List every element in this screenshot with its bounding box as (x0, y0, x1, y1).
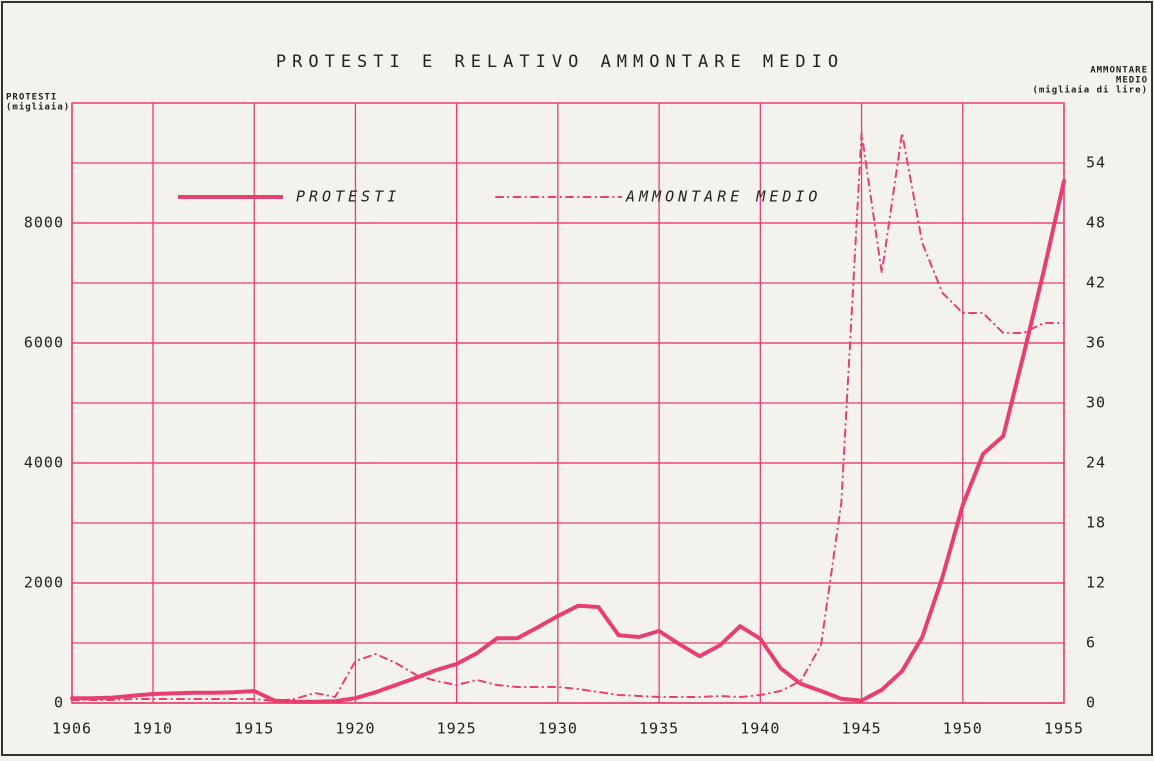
chart-title: PROTESTI E RELATIVO AMMONTARE MEDIO (276, 52, 844, 72)
y2-tick-label: 36 (1086, 334, 1106, 352)
x-tick-label: 1910 (133, 720, 173, 738)
x-tick-label: 1930 (538, 720, 578, 738)
y2-tick-label: 48 (1086, 214, 1106, 232)
x-tick-label: 1935 (639, 720, 679, 738)
y-tick-label: 6000 (24, 334, 64, 352)
y-tick-label: 4000 (24, 454, 64, 472)
legend-label: AMMONTARE MEDIO (625, 188, 821, 206)
y2-tick-label: 18 (1086, 514, 1106, 532)
y2-tick-label: 54 (1086, 154, 1106, 172)
y2-tick-label: 42 (1086, 274, 1106, 292)
line-series (71, 132, 1065, 702)
y2-axis-label: AMMONTARE (1090, 66, 1148, 76)
x-tick-label: 1945 (841, 720, 881, 738)
x-tick-label: 1915 (234, 720, 274, 738)
y-tick-label: 8000 (24, 214, 64, 232)
x-tick-label: 1920 (335, 720, 375, 738)
y2-tick-label: 12 (1086, 574, 1106, 592)
y2-tick-label: 24 (1086, 454, 1106, 472)
x-tick-label: 1906 (52, 720, 92, 738)
legend-label: PROTESTI (296, 188, 400, 206)
y-axis-label: (migliaia) (6, 102, 70, 113)
y-tick-label: 0 (54, 694, 64, 712)
y2-axis-label: MEDIO (1116, 76, 1148, 86)
y-axis-label: PROTESTI (6, 93, 57, 103)
x-tick-label: 1955 (1044, 720, 1084, 738)
y2-tick-label: 30 (1086, 394, 1106, 412)
y2-tick-label: 0 (1086, 694, 1096, 712)
plot-border (71, 102, 1065, 704)
y2-tick-label: 6 (1086, 634, 1096, 652)
line-series (70, 179, 1066, 704)
x-tick-label: 1950 (943, 720, 983, 738)
x-tick-label: 1940 (740, 720, 780, 738)
y2-axis-label: (migliaia di lire) (1032, 85, 1148, 96)
x-tick-label: 1925 (437, 720, 477, 738)
y-tick-label: 2000 (24, 574, 64, 592)
